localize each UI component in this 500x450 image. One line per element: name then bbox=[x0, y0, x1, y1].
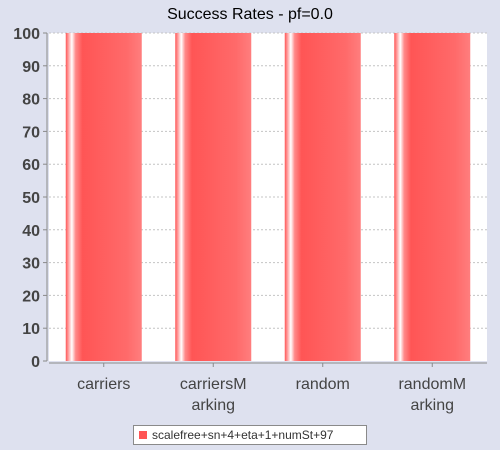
bar bbox=[175, 33, 252, 361]
x-tick-label: arking bbox=[191, 397, 235, 414]
chart-title: Success Rates - pf=0.0 bbox=[167, 6, 333, 23]
y-tick-label: 90 bbox=[22, 59, 40, 76]
y-tick-label: 50 bbox=[22, 190, 40, 207]
x-tick-label: arking bbox=[410, 397, 454, 414]
bar bbox=[394, 33, 471, 361]
legend-label: scalefree+sn+4+eta+1+numSt+97 bbox=[152, 428, 334, 442]
bars bbox=[65, 33, 471, 361]
y-tick-label: 60 bbox=[22, 157, 40, 174]
y-tick-label: 20 bbox=[22, 288, 40, 305]
x-axis-labels: carriers carriersM arking random randomM arki… bbox=[77, 363, 466, 414]
y-axis-ticks: 0 10 20 30 40 50 60 70 80 90 100 bbox=[13, 26, 47, 371]
y-tick-label: 70 bbox=[22, 124, 40, 141]
y-tick-label: 100 bbox=[13, 26, 40, 43]
y-tick-label: 10 bbox=[22, 321, 40, 338]
legend-swatch bbox=[139, 431, 147, 439]
y-tick-label: 30 bbox=[22, 256, 40, 273]
bar bbox=[284, 33, 361, 361]
x-tick-label: carriers bbox=[77, 376, 130, 393]
x-tick-label: random bbox=[296, 376, 350, 393]
x-tick-label: carriersM bbox=[180, 376, 247, 393]
bar bbox=[65, 33, 142, 361]
y-tick-label: 40 bbox=[22, 223, 40, 240]
legend: scalefree+sn+4+eta+1+numSt+97 bbox=[133, 425, 367, 445]
y-tick-label: 80 bbox=[22, 92, 40, 109]
x-tick-label: randomM bbox=[398, 376, 466, 393]
y-tick-label: 0 bbox=[31, 354, 40, 371]
